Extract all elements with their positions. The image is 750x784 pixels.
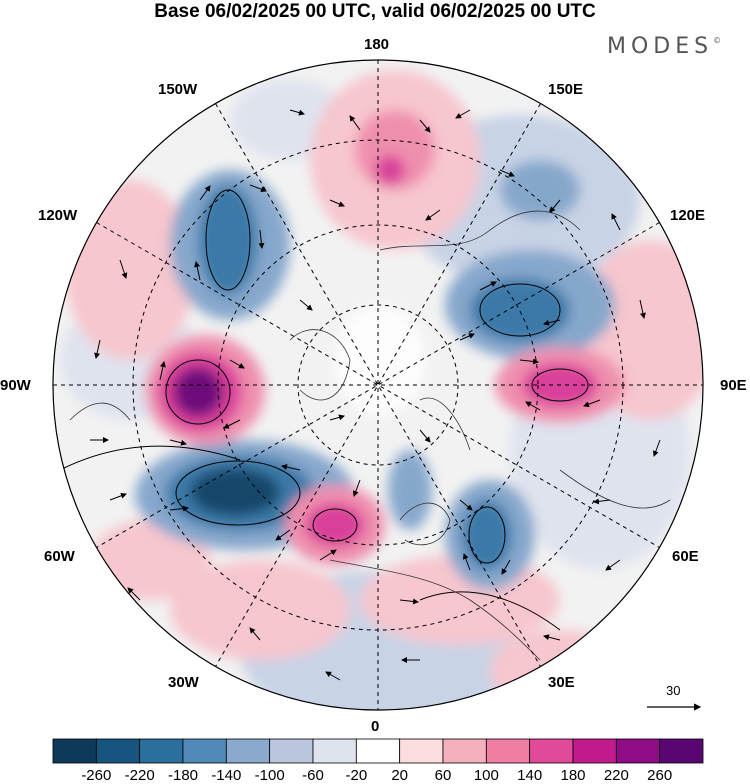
graticule <box>53 60 703 710</box>
colorbar-tick-label: -220 <box>124 767 155 784</box>
reference-vector-label: 30 <box>666 683 681 698</box>
colorbar-tick-label: 260 <box>647 767 673 784</box>
colorbar-tick-label: -180 <box>167 767 199 784</box>
lon-label-120e: 120E <box>670 207 706 224</box>
colorbar-tick-label: -100 <box>254 767 285 784</box>
lon-label-150w: 150W <box>158 81 198 98</box>
colorbar-swatch <box>269 738 314 764</box>
colorbar-swatch <box>225 738 271 764</box>
map-title: Base 06/02/2025 00 UTC, valid 06/02/2025… <box>154 1 596 22</box>
colorbar-tick-label: -20 <box>345 767 368 784</box>
lon-label-0: 0 <box>371 718 380 735</box>
colorbar-tick-label: -260 <box>81 767 112 784</box>
colorbar-swatch <box>182 738 227 764</box>
lon-label-180: 180 <box>364 36 390 53</box>
lon-label-90w: 90W <box>0 377 31 394</box>
brand-mark: © <box>713 36 722 45</box>
modes-logo: MODES© <box>607 34 721 59</box>
colorbar-swatch <box>52 738 97 764</box>
coastlines <box>69 210 671 661</box>
colorbar-tick-label: 60 <box>434 767 452 784</box>
colorbar-swatch <box>485 738 531 764</box>
brand-text: MODES <box>607 34 714 59</box>
wind-vectors <box>90 109 661 681</box>
lon-label-120w: 120W <box>38 207 78 224</box>
colorbar-swatch <box>615 738 661 764</box>
colorbar-swatch <box>312 738 357 764</box>
colorbar-tick-label: -60 <box>302 767 324 784</box>
lon-label-30e: 30E <box>548 674 575 691</box>
colorbar-tick-label: -140 <box>211 767 242 784</box>
colorbar-swatch <box>139 738 184 764</box>
colorbar-swatch <box>659 738 704 764</box>
lon-label-90e: 90E <box>720 377 747 394</box>
colorbar-swatch <box>399 738 444 764</box>
colorbar-tick-label: 20 <box>391 767 408 784</box>
lon-label-60e: 60E <box>672 548 699 565</box>
colorbar-tick-label: 100 <box>473 767 499 784</box>
colorbar-tick-label: 180 <box>560 767 586 784</box>
contour-lines <box>59 189 589 631</box>
anomaly-field <box>53 60 703 710</box>
colorbar-swatch <box>355 738 401 764</box>
map-boundary <box>52 59 704 711</box>
lon-label-30w: 30W <box>168 674 199 691</box>
colorbar-swatch <box>442 738 487 764</box>
colorbar-swatch <box>95 738 141 764</box>
lon-label-60w: 60W <box>44 548 75 565</box>
colorbar-swatch <box>572 738 617 764</box>
colorbar <box>52 738 704 764</box>
colorbar-swatch <box>529 738 574 764</box>
colorbar-tick-label: 140 <box>517 767 543 784</box>
lon-label-150e: 150E <box>548 81 584 98</box>
colorbar-tick-label: 220 <box>603 767 629 784</box>
